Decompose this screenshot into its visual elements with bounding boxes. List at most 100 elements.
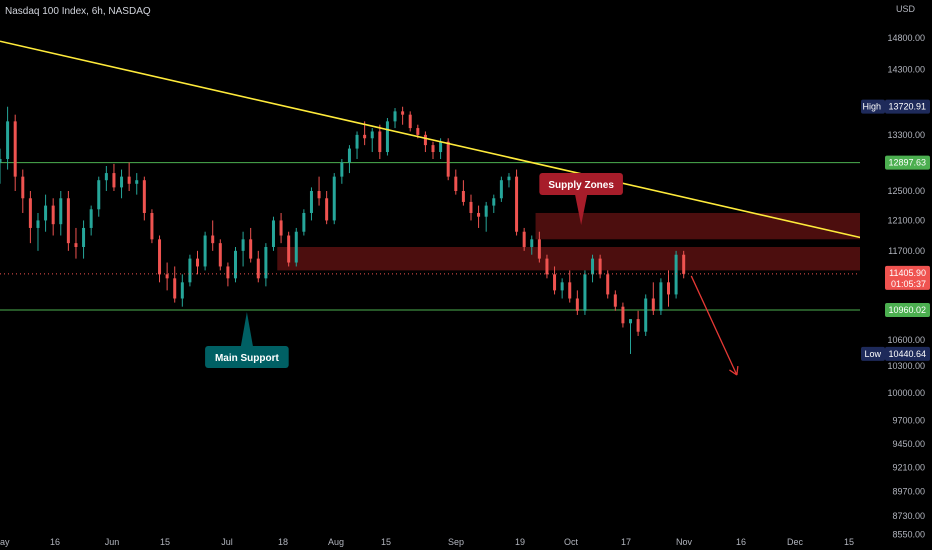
candle-body [522, 231, 526, 247]
candle-body [74, 243, 78, 247]
price-tick-label: 12100.00 [887, 215, 925, 225]
candle-body [659, 282, 663, 311]
candle-body [416, 128, 420, 135]
candle-body [317, 191, 321, 199]
candle-body [241, 239, 245, 251]
candle-body [104, 173, 108, 181]
candle-body [264, 246, 268, 279]
candle-body [180, 282, 184, 299]
candle-body [287, 235, 291, 263]
candle-body [249, 239, 253, 259]
candle-body [507, 176, 511, 181]
candle-body [97, 180, 101, 210]
candle-body [127, 176, 131, 184]
candle-body [21, 176, 25, 199]
time-axis-bg [0, 532, 932, 550]
candle-body [66, 198, 70, 244]
support-label-text: 10960.02 [888, 305, 926, 315]
countdown-text: 01:05:37 [891, 279, 926, 289]
candle-body [431, 145, 435, 153]
time-tick-label: 15 [160, 537, 170, 547]
resistance-label-box [885, 155, 930, 170]
candle-body [51, 205, 55, 225]
candle-body [302, 212, 306, 232]
price-tick-label: 13300.00 [887, 130, 925, 140]
candle-body [363, 134, 367, 139]
time-tick-label: 19 [515, 537, 525, 547]
candle-body [401, 111, 405, 115]
time-tick-label: Sep [448, 537, 464, 547]
candle-body [644, 298, 648, 332]
arrow-head [736, 365, 739, 376]
candle-body [226, 266, 230, 279]
time-tick-label: Jun [105, 537, 120, 547]
callout-box [539, 172, 623, 195]
low-label-text: Low [864, 349, 881, 359]
callout-text: Supply Zones [548, 180, 614, 191]
currency-label: USD [896, 4, 916, 14]
price-tick-label: 11700.00 [888, 246, 925, 256]
price-tick-label: 8550.00 [892, 530, 925, 540]
candle-body [150, 212, 154, 240]
current-price-text: 11405.90 [889, 268, 926, 278]
candle-body [309, 191, 313, 213]
candle-body [477, 212, 481, 217]
candle-body [6, 121, 10, 159]
candle-body [271, 220, 275, 247]
time-tick-label: 16 [736, 537, 746, 547]
candle-body [13, 121, 17, 177]
candle-body [165, 274, 169, 279]
candle-body [423, 134, 427, 146]
support-label-box [885, 302, 930, 317]
price-tick-label: 9210.00 [892, 462, 925, 472]
price-tick-label: 9700.00 [892, 415, 925, 425]
candle-body [142, 180, 146, 213]
candle-body [82, 227, 86, 247]
time-tick-label: Oct [564, 537, 579, 547]
candle-body [59, 198, 63, 225]
price-tick-label: 8730.00 [892, 511, 925, 521]
high-value-text: 13720.91 [888, 102, 926, 112]
candle-body [651, 298, 655, 311]
candle-body [370, 131, 374, 139]
candle-body [629, 319, 633, 324]
candle-body [575, 298, 579, 311]
price-tick-label: 10300.00 [887, 361, 925, 371]
supply-zone-1 [277, 246, 886, 271]
price-tick-label: 9450.00 [892, 439, 925, 449]
annotations: Supply Zones Main Support [205, 172, 623, 368]
price-tick-label: 10600.00 [887, 335, 925, 345]
low-value-box [885, 346, 930, 361]
candle-body [196, 258, 200, 267]
candle-body [499, 180, 503, 199]
candle-body [553, 274, 557, 291]
candle-body [347, 148, 351, 163]
price-tick-label: 10000.00 [887, 388, 925, 398]
candle-body [89, 209, 93, 228]
candle-body [218, 243, 222, 267]
candle-body [568, 282, 572, 299]
candle-body [537, 239, 541, 259]
supply-zone-0 [535, 212, 867, 240]
candle-body [355, 134, 359, 149]
candle-body [233, 250, 237, 279]
callout-pointer [240, 311, 253, 346]
candle-body [515, 176, 519, 232]
candle-body [439, 141, 443, 153]
callout-box [205, 345, 289, 368]
candle-body [203, 235, 207, 267]
candle-body [636, 319, 640, 332]
horizontal-lines [0, 162, 885, 311]
candle-body [598, 258, 602, 275]
price-tick-label: 8970.00 [892, 486, 925, 496]
time-tick-label: ay [0, 537, 10, 547]
time-tick-label: 18 [278, 537, 288, 547]
candle-body [385, 121, 389, 153]
time-tick-label: Nov [676, 537, 693, 547]
candle-body [393, 111, 397, 122]
candle-body [446, 141, 450, 177]
candle-body [112, 173, 116, 188]
